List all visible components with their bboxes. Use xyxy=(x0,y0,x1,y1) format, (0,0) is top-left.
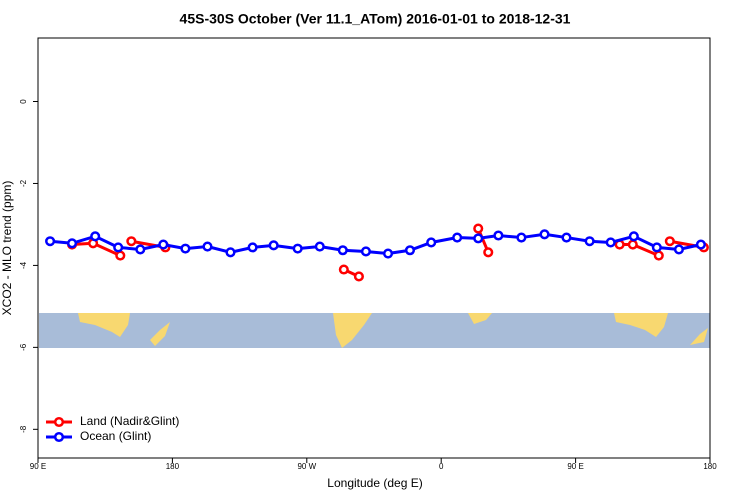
point xyxy=(126,236,137,247)
point xyxy=(516,232,527,243)
point xyxy=(561,232,572,243)
point xyxy=(135,244,146,255)
land xyxy=(690,328,708,345)
x-tick-label: 180 xyxy=(703,462,717,471)
point xyxy=(180,243,191,254)
plot-frame xyxy=(37,37,711,459)
y-tick-label: -6 xyxy=(19,343,28,351)
legend-label: Land (Nadir&Glint) xyxy=(80,414,179,428)
point xyxy=(695,239,706,250)
point xyxy=(66,238,78,249)
chart-title: 45S-30S October (Ver 11.1_ATom) 2016-01-… xyxy=(180,11,571,27)
point xyxy=(225,247,236,258)
point xyxy=(653,250,664,261)
point xyxy=(404,245,416,256)
land xyxy=(333,313,372,348)
x-tick-label: 180 xyxy=(166,462,180,471)
point xyxy=(268,240,279,251)
point xyxy=(493,230,504,241)
point xyxy=(158,239,169,250)
point xyxy=(113,242,124,253)
land xyxy=(150,322,170,346)
point xyxy=(353,271,364,282)
point xyxy=(664,236,675,247)
land xyxy=(78,313,130,337)
point xyxy=(202,241,213,252)
land xyxy=(614,313,668,337)
point xyxy=(605,237,616,248)
x-tick-label: 0 xyxy=(439,462,444,471)
point xyxy=(382,248,394,259)
point xyxy=(473,233,484,244)
point xyxy=(337,245,348,256)
y-tick-label: 0 xyxy=(19,99,28,104)
point xyxy=(115,250,126,261)
point xyxy=(628,231,639,242)
y-axis-label: XCO2 - MLO trend (ppm) xyxy=(0,181,14,316)
x-tick-label: 90 W xyxy=(297,462,316,471)
point xyxy=(90,231,101,242)
x-axis-label: Longitude (deg E) xyxy=(327,476,422,490)
point xyxy=(627,239,638,250)
y-tick-label: -8 xyxy=(19,425,28,433)
point xyxy=(452,232,463,243)
point xyxy=(45,236,56,247)
point xyxy=(338,264,349,275)
land xyxy=(468,313,492,324)
point xyxy=(360,246,371,257)
point xyxy=(584,236,595,247)
x-tick-label: 90 E xyxy=(30,462,46,471)
point xyxy=(473,223,484,234)
y-tick-label: -2 xyxy=(19,179,28,187)
x-tick-label: 90 E xyxy=(567,462,583,471)
y-tick-label: -4 xyxy=(19,261,28,269)
ocean-band xyxy=(39,313,710,348)
point xyxy=(292,243,303,254)
point xyxy=(483,247,494,258)
legend-marker xyxy=(53,431,65,443)
map-band xyxy=(39,313,710,348)
legend-label: Ocean (Glint) xyxy=(80,429,151,443)
point xyxy=(426,237,437,248)
point xyxy=(314,241,325,252)
point xyxy=(247,242,258,253)
point xyxy=(651,242,662,253)
point xyxy=(673,244,684,255)
legend-marker xyxy=(53,416,65,428)
point xyxy=(539,229,550,240)
